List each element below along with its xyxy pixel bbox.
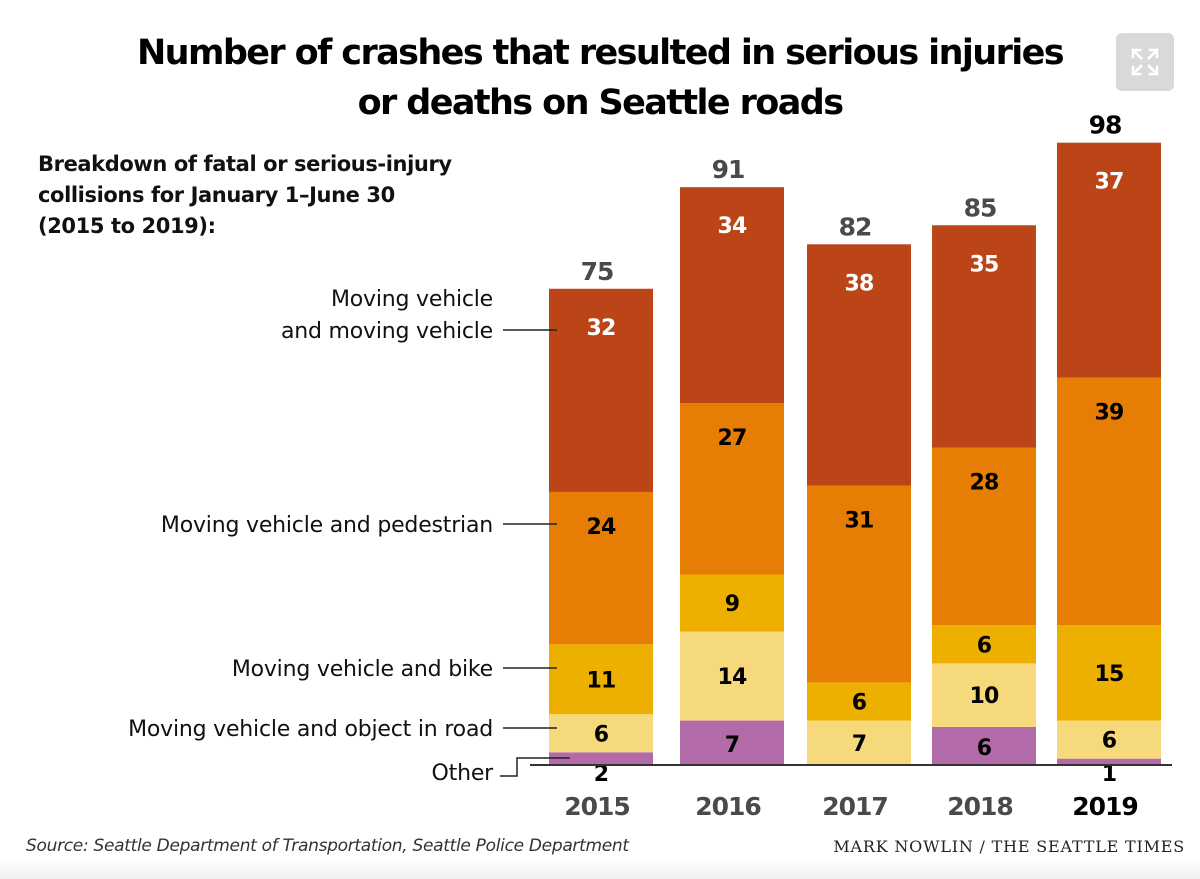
expand-arrows-icon [1131, 48, 1159, 76]
bar-segment [549, 491, 653, 645]
segment-value-label: 6 [977, 736, 992, 761]
chart-subtitle-line: Breakdown of fatal or serious-injury [38, 152, 452, 176]
bar-stack-2015 [549, 288, 653, 765]
expand-button[interactable] [1116, 33, 1174, 91]
bar-segment [1057, 142, 1161, 378]
bar-segment [680, 720, 784, 765]
bar-segment [932, 225, 1036, 448]
legend-label: and moving vehicle [281, 319, 493, 344]
total-labels: 75 91 82 85 98 [581, 111, 1123, 286]
segment-value-label: 6 [1102, 729, 1117, 754]
x-tick-label: 2015 [564, 792, 630, 821]
legend-label: Moving vehicle and pedestrian [161, 513, 493, 538]
legend-entry: Other [432, 757, 570, 786]
credit-line: MARK NOWLIN / THE SEATTLE TIMES [833, 837, 1185, 856]
total-value-label: 98 [1089, 111, 1122, 140]
bar-stack-2018 [932, 225, 1036, 765]
chart-subtitle-line: collisions for January 1–June 30 [38, 183, 395, 207]
legend-label: Moving vehicle and bike [232, 657, 493, 682]
bar-segment [680, 403, 784, 575]
bar-stack-2017 [807, 244, 911, 765]
bar-segment [932, 663, 1036, 727]
bar-segment [807, 244, 911, 486]
bar-segment [680, 631, 784, 721]
segment-value-label: 34 [717, 214, 747, 239]
bar-stack-2019 [1057, 142, 1161, 765]
segment-value-label: 31 [844, 509, 873, 534]
bar-segment [932, 726, 1036, 765]
segment-value-label: 39 [1094, 401, 1123, 426]
bars: 2 6 11 24 32 7 14 9 27 34 7 6 31 38 6 10 6 28 35 1 6 15 39 37 [549, 142, 1161, 787]
segment-value-label: 15 [1094, 662, 1123, 687]
bar-segment [549, 714, 653, 753]
source-note: Source: Seattle Department of Transporta… [26, 836, 630, 856]
segment-value-label: 37 [1094, 170, 1123, 195]
legend-entry: Moving vehicle and object in road [128, 717, 557, 742]
segment-value-label: 7 [725, 733, 740, 758]
chart-subtitle: Breakdown of fatal or serious-injury coll… [38, 152, 453, 238]
segment-value-label: 32 [586, 316, 615, 341]
segment-value-label: 11 [586, 668, 615, 693]
x-tick-label: 2018 [947, 792, 1013, 821]
bar-segment [680, 187, 784, 404]
segment-value-label: 38 [844, 271, 873, 296]
x-axis-tick-labels: 2015 2016 2017 2018 2019 [564, 792, 1139, 821]
bar-segment [549, 644, 653, 715]
chart-subtitle-line: (2015 to 2019): [38, 214, 216, 238]
segment-value-label: 10 [969, 684, 999, 709]
chart-title-line: or deaths on Seattle roads [358, 83, 844, 123]
legend-label: Moving vehicle and object in road [128, 717, 493, 742]
total-value-label: 75 [581, 257, 614, 286]
segment-value-label: 9 [725, 592, 740, 617]
segment-value-label: 6 [594, 722, 609, 747]
segment-value-label: 27 [717, 426, 746, 451]
segment-value-label: 35 [969, 252, 998, 277]
segment-value-label: 1 [1102, 762, 1117, 787]
bar-segment [549, 752, 653, 765]
segment-value-label: 24 [586, 515, 616, 540]
total-value-label: 82 [839, 212, 872, 241]
segment-value-label: 14 [717, 665, 747, 690]
bar-segment [932, 625, 1036, 664]
legend-label: Other [432, 761, 495, 786]
bar-segment [1057, 625, 1161, 721]
bar-segment [807, 485, 911, 683]
bar-segment [1057, 758, 1161, 765]
total-value-label: 85 [964, 193, 997, 222]
legend-entry: Moving vehicle and bike [232, 657, 557, 682]
page-bottom-fade [0, 860, 1200, 879]
bar-segment [549, 288, 653, 492]
legend-entry: Moving vehicle and pedestrian [161, 513, 557, 538]
bar-segment [680, 574, 784, 632]
x-tick-label: 2019 [1072, 792, 1138, 821]
x-tick-label: 2017 [822, 792, 888, 821]
segment-value-label: 7 [852, 732, 867, 757]
segment-value-label: 28 [969, 471, 998, 496]
segment-value-label: 6 [852, 691, 867, 716]
bar-segment [932, 447, 1036, 626]
legend-label: Moving vehicle [331, 287, 493, 312]
bar-segment [1057, 720, 1161, 759]
bar-segment [1057, 377, 1161, 626]
chart-title: Number of crashes that resulted in serio… [137, 33, 1065, 123]
bar-segment [807, 720, 911, 765]
leader-line [500, 757, 570, 777]
bar-segment [807, 682, 911, 721]
segment-value-label: 6 [977, 633, 992, 658]
legend-entry: Moving vehicle and moving vehicle [281, 287, 557, 344]
chart-title-line: Number of crashes that resulted in serio… [137, 33, 1064, 73]
x-tick-label: 2016 [695, 792, 761, 821]
bar-stack-2016 [680, 187, 784, 765]
total-value-label: 91 [712, 155, 745, 184]
segment-value-label: 2 [594, 762, 609, 787]
